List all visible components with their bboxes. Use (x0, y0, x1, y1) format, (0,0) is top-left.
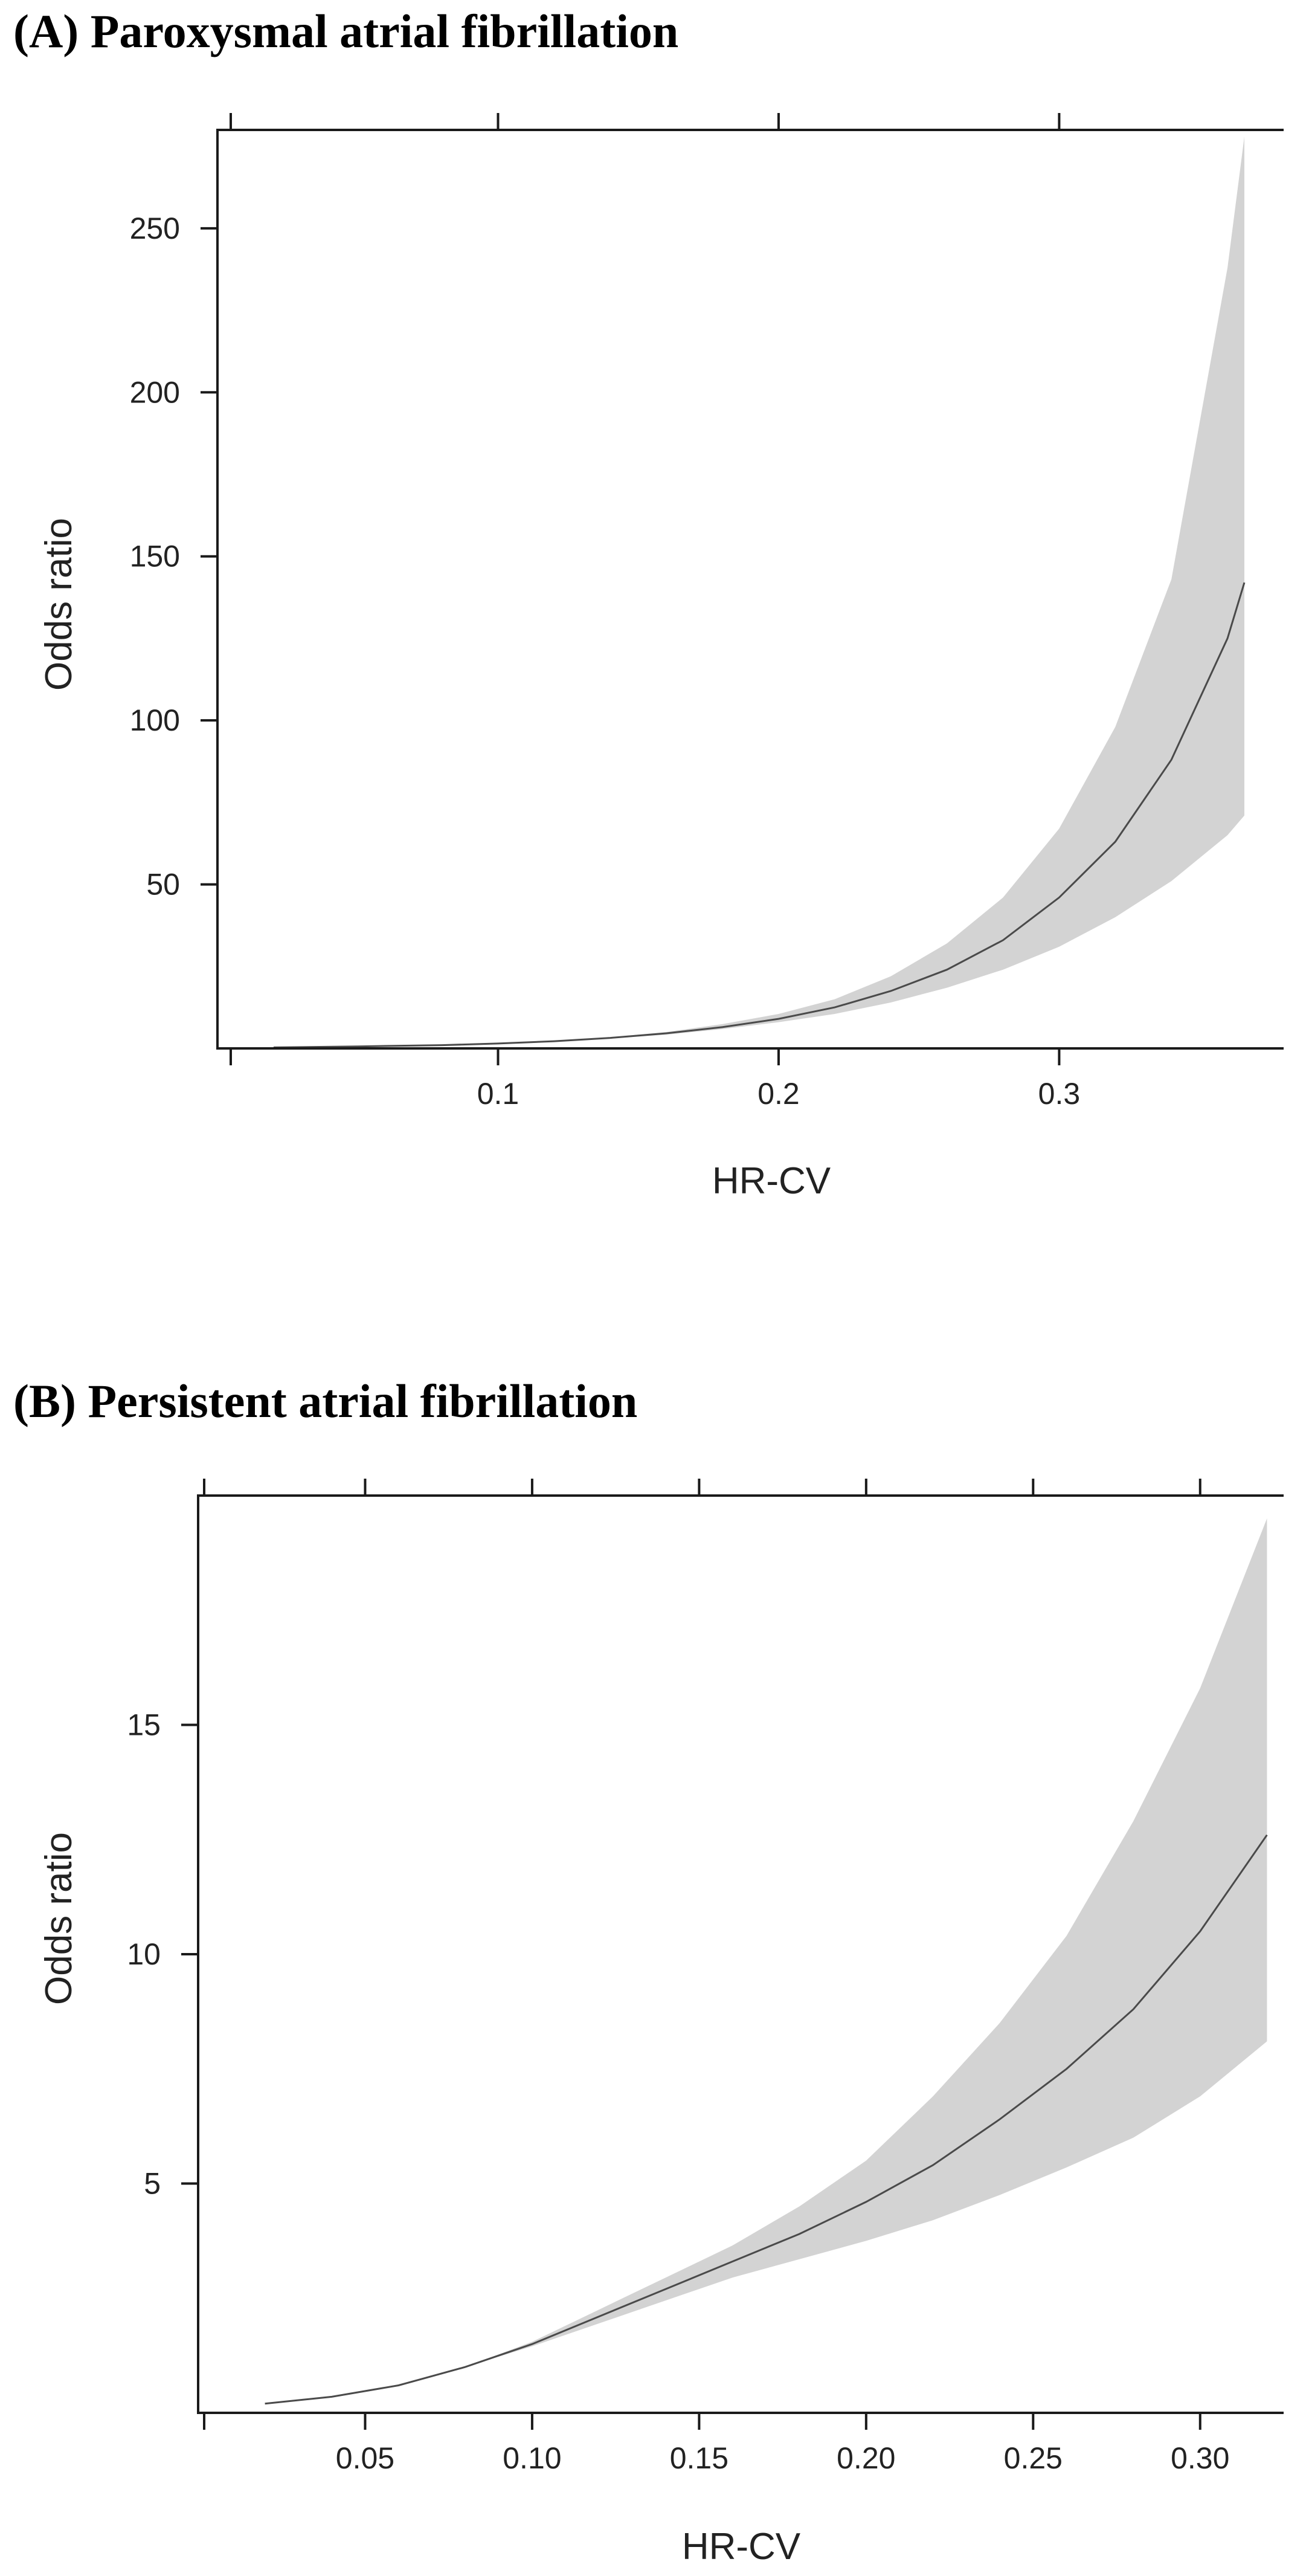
panel-a-x-ticks: 0.1 0.2 0.3 (230, 113, 1081, 1111)
panel-b-x-tick-label: 0.20 (837, 2441, 895, 2475)
panel-b-x-tick-label: 0.05 (336, 2441, 394, 2475)
panel-b-odds-ratio-line-0 (265, 1834, 1268, 2405)
panel-b-x-ticks: 0.05 0.10 0.15 0.20 0.25 0.30 (203, 1479, 1229, 2475)
panel-a-axes (216, 129, 1284, 1050)
panel-a-y-axis-label: Odds ratio (38, 518, 80, 691)
panel-a-curve-layer (273, 582, 1246, 1048)
panel-b-x-axis-label: HR-CV (682, 2526, 801, 2568)
panel-b-title: (B) Persistent atrial fibrillation (13, 1375, 637, 1427)
panel-a-y-tick-label: 200 (130, 375, 180, 409)
panel-a-x-tick-label: 0.2 (757, 1077, 800, 1111)
panel-b: (B) Persistent atrial fibrillation 0.05 0… (13, 1375, 1284, 2568)
panel-b-x-tick-label: 0.15 (670, 2441, 728, 2475)
panel-b-confidence-band-0 (265, 1518, 1267, 2404)
panel-b-x-tick-label: 0.30 (1171, 2441, 1229, 2475)
panel-b-curve-layer (265, 1834, 1268, 2405)
panel-a-y-tick-label: 250 (130, 211, 180, 245)
panel-a-y-ticks: 50 100 150 200 250 (130, 211, 217, 902)
panel-a-y-tick-label: 100 (130, 703, 180, 737)
panel-a-band-layer (273, 136, 1244, 1048)
panel-b-y-tick-label: 5 (144, 2167, 161, 2201)
panel-b-x-tick-label: 0.10 (503, 2441, 561, 2475)
panel-a-x-tick-label: 0.1 (477, 1077, 519, 1111)
panel-b-x-tick-label: 0.25 (1004, 2441, 1063, 2475)
panel-b-y-axis-label: Odds ratio (38, 1832, 80, 2005)
panel-b-y-tick-label: 15 (127, 1708, 161, 1742)
panel-b-y-ticks: 5 10 15 (127, 1708, 198, 2201)
panel-b-y-tick-label: 10 (127, 1937, 161, 1971)
panel-a: (A) Paroxysmal atrial fibrillation 0.1 0.… (13, 5, 1284, 1202)
panel-a-title: (A) Paroxysmal atrial fibrillation (13, 5, 678, 57)
panel-b-band-layer (265, 1518, 1267, 2404)
panel-a-y-tick-label: 50 (146, 868, 180, 902)
panel-a-x-axis-label: HR-CV (712, 1160, 831, 1202)
panel-a-confidence-band-0 (273, 136, 1244, 1048)
panel-a-y-tick-label: 150 (130, 540, 180, 573)
panel-a-odds-ratio-line-0 (273, 582, 1246, 1048)
panel-a-x-tick-label: 0.3 (1038, 1077, 1081, 1111)
